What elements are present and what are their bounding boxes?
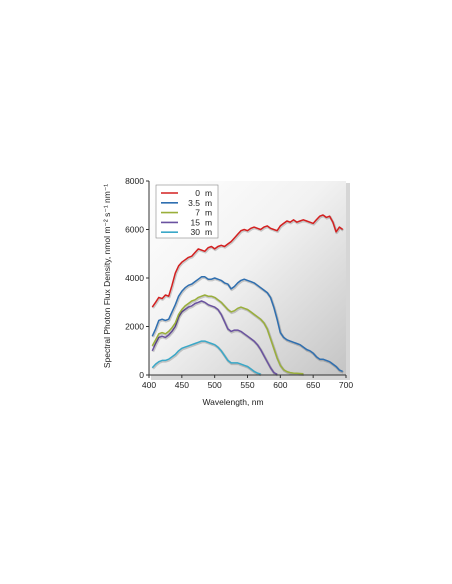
x-tick-label: 600 xyxy=(273,380,287,390)
series-line-30m xyxy=(151,340,261,375)
y-tick-label: 4000 xyxy=(125,273,144,283)
x-tick-label: 400 xyxy=(142,380,156,390)
x-tick-label: 550 xyxy=(240,380,254,390)
legend-unit: m xyxy=(205,217,212,227)
legend-label: 7 xyxy=(195,208,200,218)
legend-box xyxy=(155,184,219,239)
legend-label: 15 xyxy=(191,217,201,227)
x-tick-label: 650 xyxy=(306,380,320,390)
x-tick-label: 500 xyxy=(208,380,222,390)
x-axis-ticks: 400 450 500 550 600 650 700 xyxy=(142,375,353,390)
legend-unit: m xyxy=(205,198,212,208)
series-line-7m xyxy=(151,294,304,375)
x-tick-label: 700 xyxy=(339,380,353,390)
y-axis-ticks: 0 2000 4000 6000 8000 xyxy=(125,176,149,380)
series-line-3-5m xyxy=(151,276,343,373)
series-line-0m xyxy=(151,214,344,308)
y-axis-title: Spectral Photon Flux Density, nmol m⁻² s… xyxy=(102,184,112,368)
series-line-15m xyxy=(151,300,278,375)
x-axis-title: Wavelength, nm xyxy=(202,397,263,407)
legend-unit: m xyxy=(205,227,212,237)
legend-unit: m xyxy=(205,208,212,218)
y-tick-label: 6000 xyxy=(125,225,144,235)
y-tick-label: 8000 xyxy=(125,176,144,186)
y-tick-label: 0 xyxy=(139,370,144,380)
series-layer xyxy=(151,214,345,377)
x-tick-label: 450 xyxy=(175,380,189,390)
legend-label: 30 xyxy=(191,227,201,237)
legend-label: 0 xyxy=(195,188,200,198)
y-tick-label: 2000 xyxy=(125,322,144,332)
legend: 0 m3.5 m7 m15 m30 m xyxy=(155,184,219,239)
legend-label: 3.5 xyxy=(188,198,200,208)
legend-unit: m xyxy=(205,188,212,198)
